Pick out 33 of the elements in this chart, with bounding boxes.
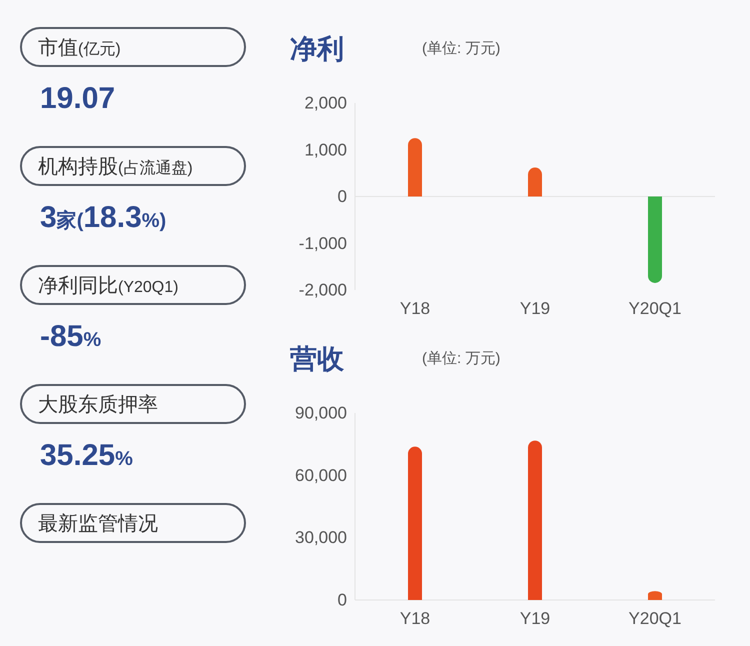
- chart-subtitle: (单位: 万元): [422, 40, 500, 57]
- chart-subtitle: (单位: 万元): [422, 350, 500, 367]
- bar: [408, 138, 422, 196]
- x-tick-label: Y19: [520, 299, 550, 318]
- x-tick-label: Y18: [400, 609, 430, 628]
- y-tick-label: -1,000: [298, 234, 347, 253]
- x-tick-label: Y18: [400, 299, 430, 318]
- text: 机构持股(占流通盘): [38, 156, 193, 178]
- text: 19.07: [40, 82, 116, 115]
- y-tick-label: 0: [338, 590, 347, 610]
- text: 最新监管情况: [38, 513, 158, 535]
- text: 净利同比(Y20Q1): [38, 275, 178, 297]
- x-tick-label: Y20Q1: [628, 609, 682, 628]
- chart-title: 净利: [290, 34, 344, 64]
- y-tick-label: 30,000: [295, 528, 347, 548]
- chart-title: 营收: [289, 344, 345, 374]
- text: -85%: [40, 320, 102, 353]
- text: 3家(18.3%): [40, 201, 166, 234]
- bar: [408, 446, 422, 600]
- bar: [528, 440, 542, 600]
- y-tick-label: 2,000: [304, 94, 347, 112]
- x-tick-label: Y20Q1: [628, 299, 682, 318]
- text: 大股东质押率: [38, 394, 158, 416]
- y-tick-label: 60,000: [295, 466, 347, 485]
- x-tick-label: Y19: [520, 609, 550, 628]
- y-tick-label: 0: [338, 187, 347, 206]
- text: 35.25%: [40, 439, 134, 472]
- bar: [528, 168, 542, 196]
- y-tick-label: 90,000: [295, 404, 347, 422]
- y-tick-label: 1,000: [304, 140, 347, 160]
- text: 市值(亿元): [38, 37, 121, 59]
- y-tick-label: -2,000: [298, 280, 347, 300]
- bar: [648, 196, 662, 283]
